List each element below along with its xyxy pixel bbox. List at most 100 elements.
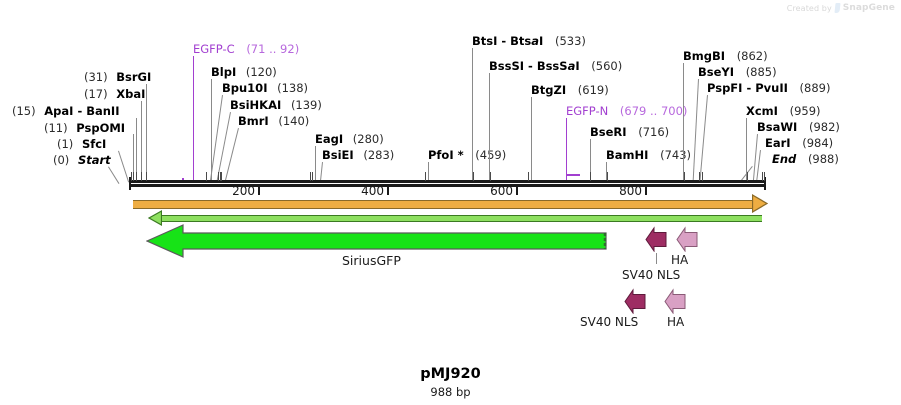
ruler-label-200: 200	[232, 184, 255, 198]
enzyme-name: ApaI - BanII	[44, 104, 120, 118]
ruler-tick-200	[258, 187, 260, 195]
enzyme-name: XcmI	[746, 104, 778, 118]
leader-line-eari	[756, 150, 761, 182]
egfp-n-bracket-bottom	[566, 174, 580, 176]
feature-name: EGFP-N	[566, 104, 609, 118]
enzyme-name: BsrGI	[116, 70, 152, 84]
snapgene-logo-icon	[834, 3, 841, 13]
enzyme-name: BssSI - BssSaI	[489, 59, 580, 73]
site-tick	[220, 172, 221, 181]
site-tick	[764, 172, 765, 181]
site-tick	[473, 172, 474, 181]
enzyme-label-bamhi[interactable]: BamHI (743)	[606, 149, 691, 161]
feature-stem-sv40-nls-1	[656, 253, 657, 264]
feature-label-sv40-nls-1: SV40 NLS	[622, 268, 681, 282]
site-tick	[425, 172, 426, 181]
leader-line-start	[108, 166, 120, 184]
site-tick	[133, 172, 134, 181]
backbone-end-cap	[764, 177, 766, 190]
enzyme-pos: (31)	[84, 70, 108, 84]
site-tick	[762, 172, 763, 181]
feature-name: EGFP-C	[193, 42, 235, 56]
enzyme-name: BamHI	[606, 148, 649, 162]
enzyme-name: Bpu10I	[222, 81, 268, 95]
enzyme-label-pspfi-pvuii[interactable]: PspFI - PvuII (889)	[707, 82, 830, 94]
enzyme-name: BtgZI	[531, 83, 567, 97]
plasmid-backbone[interactable]	[129, 177, 766, 190]
enzyme-pos: (560)	[591, 59, 623, 73]
site-tick	[747, 172, 748, 181]
enzyme-label-bsawi[interactable]: BsaWI (982)	[757, 121, 840, 133]
enzyme-pos: (743)	[660, 148, 692, 162]
backbone-inner-line	[129, 182, 766, 184]
leader-line-egfp-c	[193, 56, 195, 186]
site-tick	[702, 172, 703, 181]
feature-arrow-ha-1[interactable]	[676, 226, 698, 252]
enzyme-label-btgzi[interactable]: BtgZI (619)	[531, 84, 609, 96]
feature-range: (71 .. 92)	[246, 42, 300, 56]
enzyme-label-end[interactable]: End (988)	[772, 153, 839, 165]
enzyme-label-bsrgi[interactable]: (31) BsrGI	[84, 71, 151, 83]
feature-label-siriusgfp: SiriusGFP	[342, 253, 401, 268]
enzyme-pos: (988)	[807, 152, 839, 166]
orf-green-line[interactable]	[158, 215, 762, 222]
enzyme-pos: (984)	[802, 136, 834, 150]
enzyme-label-bsihkai[interactable]: BsiHKAI (139)	[230, 99, 322, 111]
enzyme-label-xcmi[interactable]: XcmI (959)	[746, 105, 821, 117]
feature-arrow-siriusgfp[interactable]	[146, 224, 608, 258]
feature-label-egfp-c[interactable]: EGFP-C (71 .. 92)	[193, 43, 299, 55]
watermark-brand: SnapGene	[842, 3, 895, 13]
leader-line-bsrgi	[146, 84, 147, 180]
enzyme-pos: (716)	[638, 125, 670, 139]
enzyme-label-bpu10i[interactable]: Bpu10I (138)	[222, 82, 308, 94]
ruler-label-600: 600	[490, 184, 513, 198]
enzyme-pos: (120)	[245, 65, 277, 79]
orange-track-arrowhead	[752, 194, 768, 213]
site-tick	[684, 172, 685, 181]
enzyme-name: End	[772, 152, 797, 166]
enzyme-name: BsiHKAI	[230, 98, 282, 112]
site-tick	[312, 172, 313, 181]
site-tick	[607, 172, 608, 181]
enzyme-label-bmgbi[interactable]: BmgBI (862)	[683, 50, 768, 62]
feature-label-sv40-nls-2: SV40 NLS	[580, 315, 639, 329]
enzyme-pos: (459)	[475, 148, 507, 162]
leader-line-bseyi	[692, 79, 699, 182]
leader-line-bmgbi	[683, 63, 684, 181]
enzyme-label-pspomi[interactable]: (11) PspOMI	[44, 122, 125, 134]
enzyme-pos: (280)	[352, 132, 384, 146]
leader-line-xcmi	[746, 118, 747, 181]
enzyme-label-blpi[interactable]: BlpI (120)	[211, 66, 277, 78]
leader-line-eagi	[315, 146, 316, 180]
feature-arrow-sv40-nls-2[interactable]	[624, 288, 646, 314]
enzyme-label-bmri[interactable]: BmrI (140)	[238, 115, 309, 127]
enzyme-label-eagi[interactable]: EagI (280)	[315, 133, 384, 145]
enzyme-label-bsssi-bssssai[interactable]: BssSI - BssSaI (560)	[489, 60, 622, 72]
backbone-orange-track[interactable]	[133, 200, 757, 209]
watermark-prefix: Created by	[786, 3, 832, 13]
feature-arrow-ha-2[interactable]	[664, 288, 686, 314]
enzyme-label-start[interactable]: (0) Start	[53, 154, 111, 166]
site-tick	[141, 172, 142, 181]
leader-line-apai	[136, 118, 137, 180]
ruler-tick-600	[516, 187, 518, 195]
enzyme-label-eari[interactable]: EarI (984)	[765, 137, 833, 149]
enzyme-name: PspOMI	[76, 121, 126, 135]
feature-arrow-sv40-nls-1[interactable]	[645, 226, 667, 252]
enzyme-label-btsi-btsai[interactable]: BtsI - BtsaI (533)	[472, 35, 586, 47]
enzyme-pos: (619)	[577, 83, 609, 97]
enzyme-label-bsiei[interactable]: BsiEI (283)	[322, 149, 394, 161]
enzyme-label-bseri[interactable]: BseRI (716)	[590, 126, 669, 138]
enzyme-label-pfoi[interactable]: PfoI * (459)	[428, 149, 506, 161]
leader-line-pspomi	[133, 134, 134, 180]
feature-label-egfp-n[interactable]: EGFP-N (679 .. 700)	[566, 105, 687, 117]
enzyme-label-sfci[interactable]: (1) SfcI	[57, 138, 106, 150]
feature-label-ha-1: HA	[671, 253, 689, 267]
enzyme-label-bseyi[interactable]: BseYI (885)	[698, 66, 777, 78]
green-line-arrowhead	[148, 210, 162, 226]
leader-line-bmri	[224, 128, 239, 182]
enzyme-pos: (11)	[44, 121, 68, 135]
enzyme-name: BtsI - BtsaI	[472, 34, 544, 48]
enzyme-label-xbai[interactable]: (17) XbaI	[84, 88, 145, 100]
enzyme-label-apai-banii[interactable]: (15) ApaI - BanII	[12, 105, 120, 117]
